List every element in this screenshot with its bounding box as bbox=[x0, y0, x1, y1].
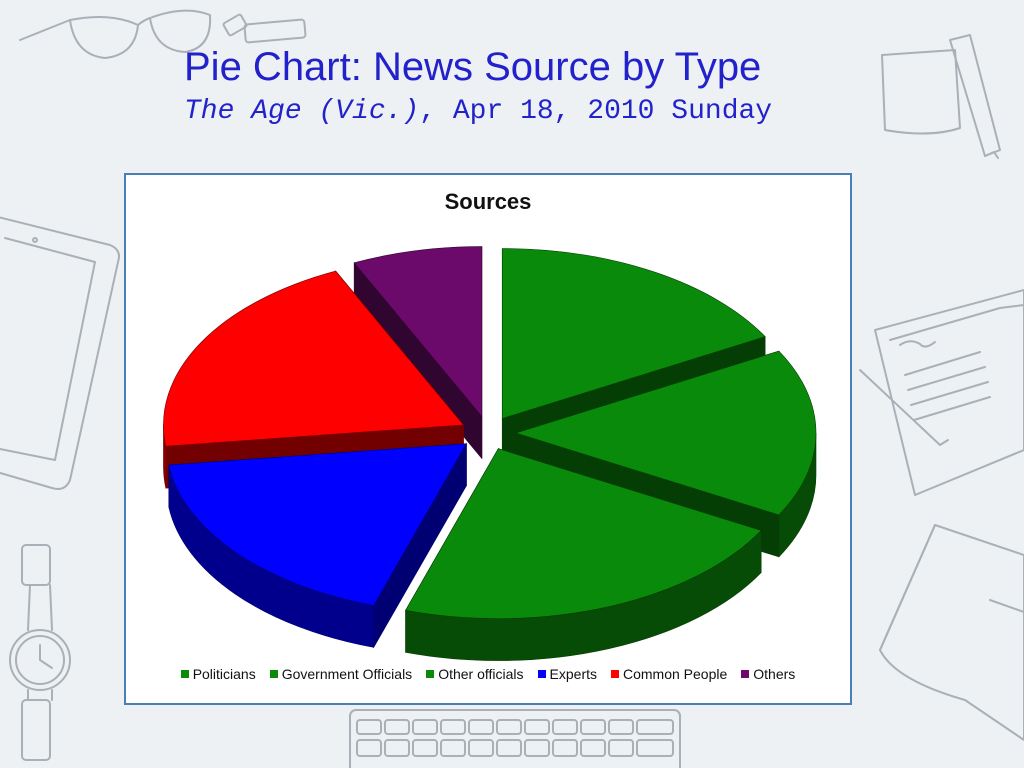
subtitle-publication: The Age (Vic.) bbox=[184, 96, 420, 127]
legend-swatch bbox=[180, 670, 189, 678]
notebook-doodle bbox=[859, 289, 1024, 496]
legend-swatch bbox=[426, 670, 435, 678]
pie-slice-experts bbox=[168, 442, 467, 649]
legend-item-common-people: Common People bbox=[611, 666, 727, 682]
usb-stick-doodle bbox=[222, 13, 307, 44]
legend-label: Politicians bbox=[192, 666, 256, 682]
legend-swatch bbox=[269, 670, 278, 678]
legend-item-others: Others bbox=[741, 666, 795, 682]
watch-doodle bbox=[9, 544, 71, 761]
legend-label: Experts bbox=[549, 666, 597, 682]
pie-slice-other-officials bbox=[405, 447, 762, 661]
legend-item-experts: Experts bbox=[537, 666, 597, 682]
sticky-note-doodle bbox=[881, 34, 1001, 159]
legend-item-government-officials: Government Officials bbox=[269, 666, 413, 682]
chart-title: Sources bbox=[444, 189, 532, 214]
legend-label: Government Officials bbox=[281, 666, 413, 682]
pie-chart bbox=[163, 246, 817, 661]
legend-label: Others bbox=[753, 666, 796, 682]
chart-panel: Sources Politicians Government Officials O… bbox=[124, 173, 852, 705]
book-doodle bbox=[879, 524, 1024, 741]
legend-label: Other officials bbox=[438, 666, 524, 682]
keyboard-doodle bbox=[349, 709, 681, 768]
slide-subtitle: The Age (Vic.), Apr 18, 2010 Sunday bbox=[184, 94, 884, 130]
slide-title: Pie Chart: News Source by Type bbox=[184, 45, 762, 89]
chart-legend: Politicians Government Officials Other off… bbox=[126, 666, 850, 682]
slide-title-block: Pie Chart: News Source by Type The Age (… bbox=[184, 42, 884, 130]
legend-swatch bbox=[611, 670, 619, 678]
legend-swatch bbox=[741, 670, 750, 678]
legend-item-politicians: Politicians bbox=[180, 666, 256, 682]
legend-label: Common People bbox=[623, 666, 728, 682]
glasses-doodle bbox=[19, 9, 212, 59]
legend-item-other-officials: Other officials bbox=[426, 666, 524, 682]
legend-swatch bbox=[537, 670, 546, 678]
tablet-doodle bbox=[0, 216, 120, 490]
subtitle-date: , Apr 18, 2010 Sunday bbox=[419, 96, 773, 127]
